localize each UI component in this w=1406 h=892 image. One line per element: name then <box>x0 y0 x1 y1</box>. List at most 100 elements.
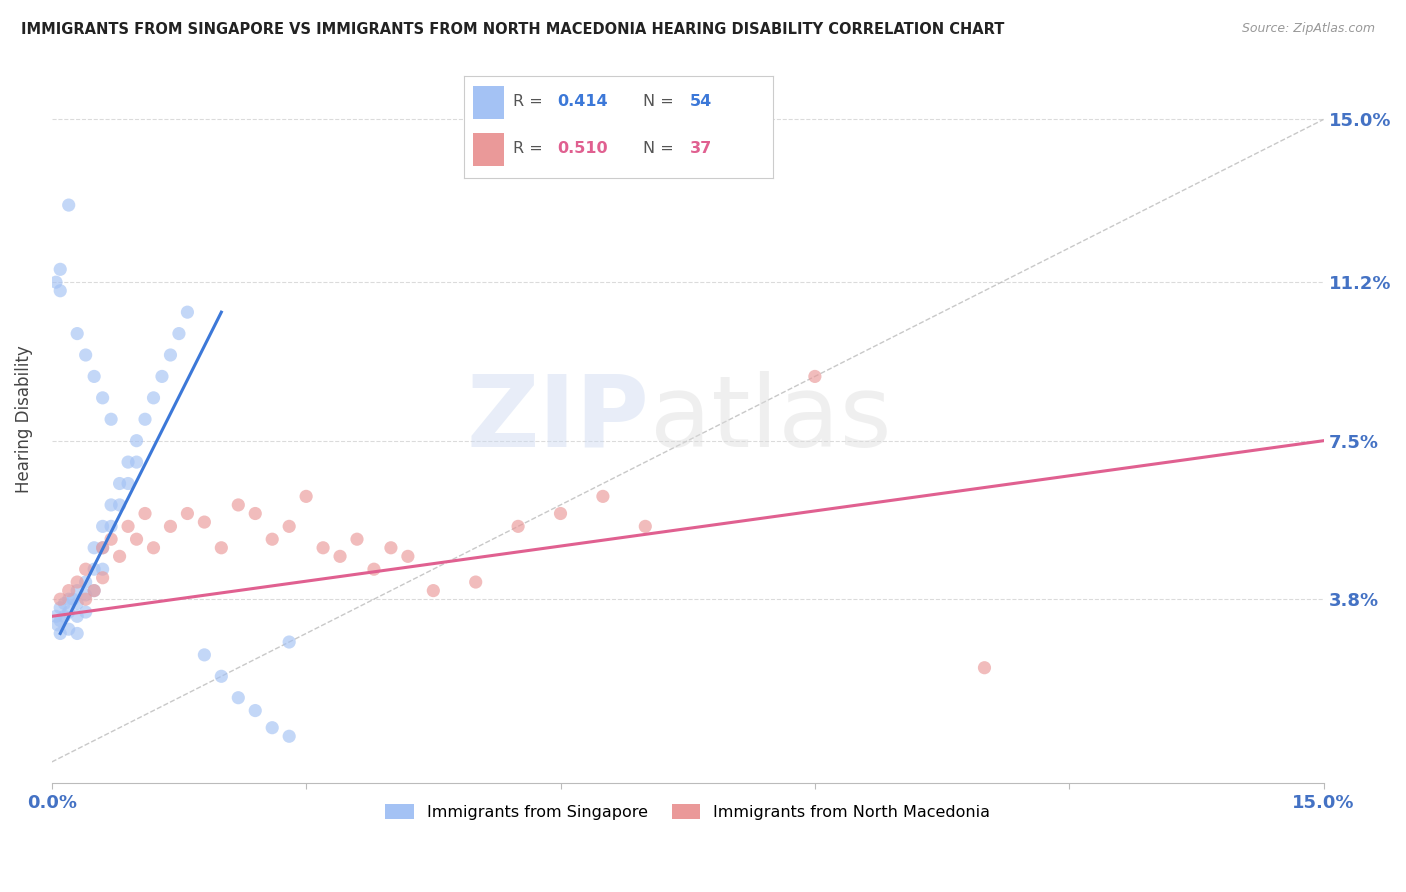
Point <box>506 519 529 533</box>
Point <box>66 597 89 611</box>
Text: 54: 54 <box>690 95 711 110</box>
Point <box>464 575 486 590</box>
Point <box>804 369 827 384</box>
Point <box>125 455 148 469</box>
Point <box>245 704 267 718</box>
Point <box>49 284 72 298</box>
Point <box>108 549 131 564</box>
Y-axis label: Hearing Disability: Hearing Disability <box>15 345 32 493</box>
Point <box>58 605 80 619</box>
Point <box>278 519 301 533</box>
Point <box>91 562 114 576</box>
Point <box>142 541 165 555</box>
Point <box>83 562 105 576</box>
Point <box>193 515 215 529</box>
Point <box>108 498 131 512</box>
Point <box>278 635 301 649</box>
Point <box>396 549 419 564</box>
Text: 0.414: 0.414 <box>557 95 607 110</box>
Point <box>134 412 156 426</box>
Text: Source: ZipAtlas.com: Source: ZipAtlas.com <box>1241 22 1375 36</box>
Point <box>329 549 352 564</box>
Point <box>193 648 215 662</box>
Point <box>312 541 335 555</box>
Point <box>62 592 84 607</box>
Point <box>91 391 114 405</box>
Point <box>117 455 139 469</box>
Point <box>245 507 267 521</box>
Text: 37: 37 <box>690 141 711 155</box>
Point <box>53 609 76 624</box>
Point <box>91 541 114 555</box>
Point <box>634 519 657 533</box>
Point <box>66 326 89 341</box>
Text: atlas: atlas <box>650 371 891 467</box>
Point <box>550 507 572 521</box>
Point <box>49 600 72 615</box>
Point <box>66 575 89 590</box>
Point <box>49 262 72 277</box>
Point <box>117 519 139 533</box>
Point <box>75 588 97 602</box>
Text: N =: N = <box>644 141 679 155</box>
Point <box>58 622 80 636</box>
Point <box>226 498 249 512</box>
Text: N =: N = <box>644 95 679 110</box>
Point <box>117 476 139 491</box>
Point <box>75 605 97 619</box>
Point <box>75 575 97 590</box>
Point <box>83 369 105 384</box>
Point <box>45 609 67 624</box>
Point <box>49 626 72 640</box>
Point <box>66 583 89 598</box>
Point <box>209 541 232 555</box>
Legend: Immigrants from Singapore, Immigrants from North Macedonia: Immigrants from Singapore, Immigrants fr… <box>378 797 997 826</box>
Point <box>176 305 198 319</box>
Point <box>100 498 122 512</box>
Point <box>83 583 105 598</box>
Text: 0.510: 0.510 <box>557 141 607 155</box>
Point <box>91 519 114 533</box>
Point <box>159 519 181 533</box>
Point <box>108 476 131 491</box>
Point <box>91 541 114 555</box>
Point <box>262 721 284 735</box>
FancyBboxPatch shape <box>474 87 505 119</box>
Point <box>973 661 995 675</box>
Point <box>100 532 122 546</box>
Point <box>134 507 156 521</box>
Text: R =: R = <box>513 95 548 110</box>
Point <box>83 541 105 555</box>
Point <box>46 618 69 632</box>
Point <box>58 592 80 607</box>
Point <box>380 541 402 555</box>
Point <box>592 489 614 503</box>
FancyBboxPatch shape <box>474 133 505 166</box>
Point <box>295 489 318 503</box>
Point <box>75 348 97 362</box>
Point <box>75 562 97 576</box>
Text: ZIP: ZIP <box>467 371 650 467</box>
Point <box>262 532 284 546</box>
Point <box>45 275 67 289</box>
Point <box>226 690 249 705</box>
Point <box>150 369 173 384</box>
Point <box>278 729 301 743</box>
Point <box>363 562 385 576</box>
Point <box>167 326 190 341</box>
Point <box>142 391 165 405</box>
Text: R =: R = <box>513 141 548 155</box>
Point <box>49 592 72 607</box>
Point <box>66 626 89 640</box>
Point <box>422 583 444 598</box>
Point <box>66 609 89 624</box>
Point <box>125 434 148 448</box>
Point <box>49 614 72 628</box>
Point <box>100 519 122 533</box>
Point <box>100 412 122 426</box>
Point <box>91 571 114 585</box>
Point <box>58 198 80 212</box>
Point <box>125 532 148 546</box>
Point <box>58 583 80 598</box>
Point <box>53 597 76 611</box>
